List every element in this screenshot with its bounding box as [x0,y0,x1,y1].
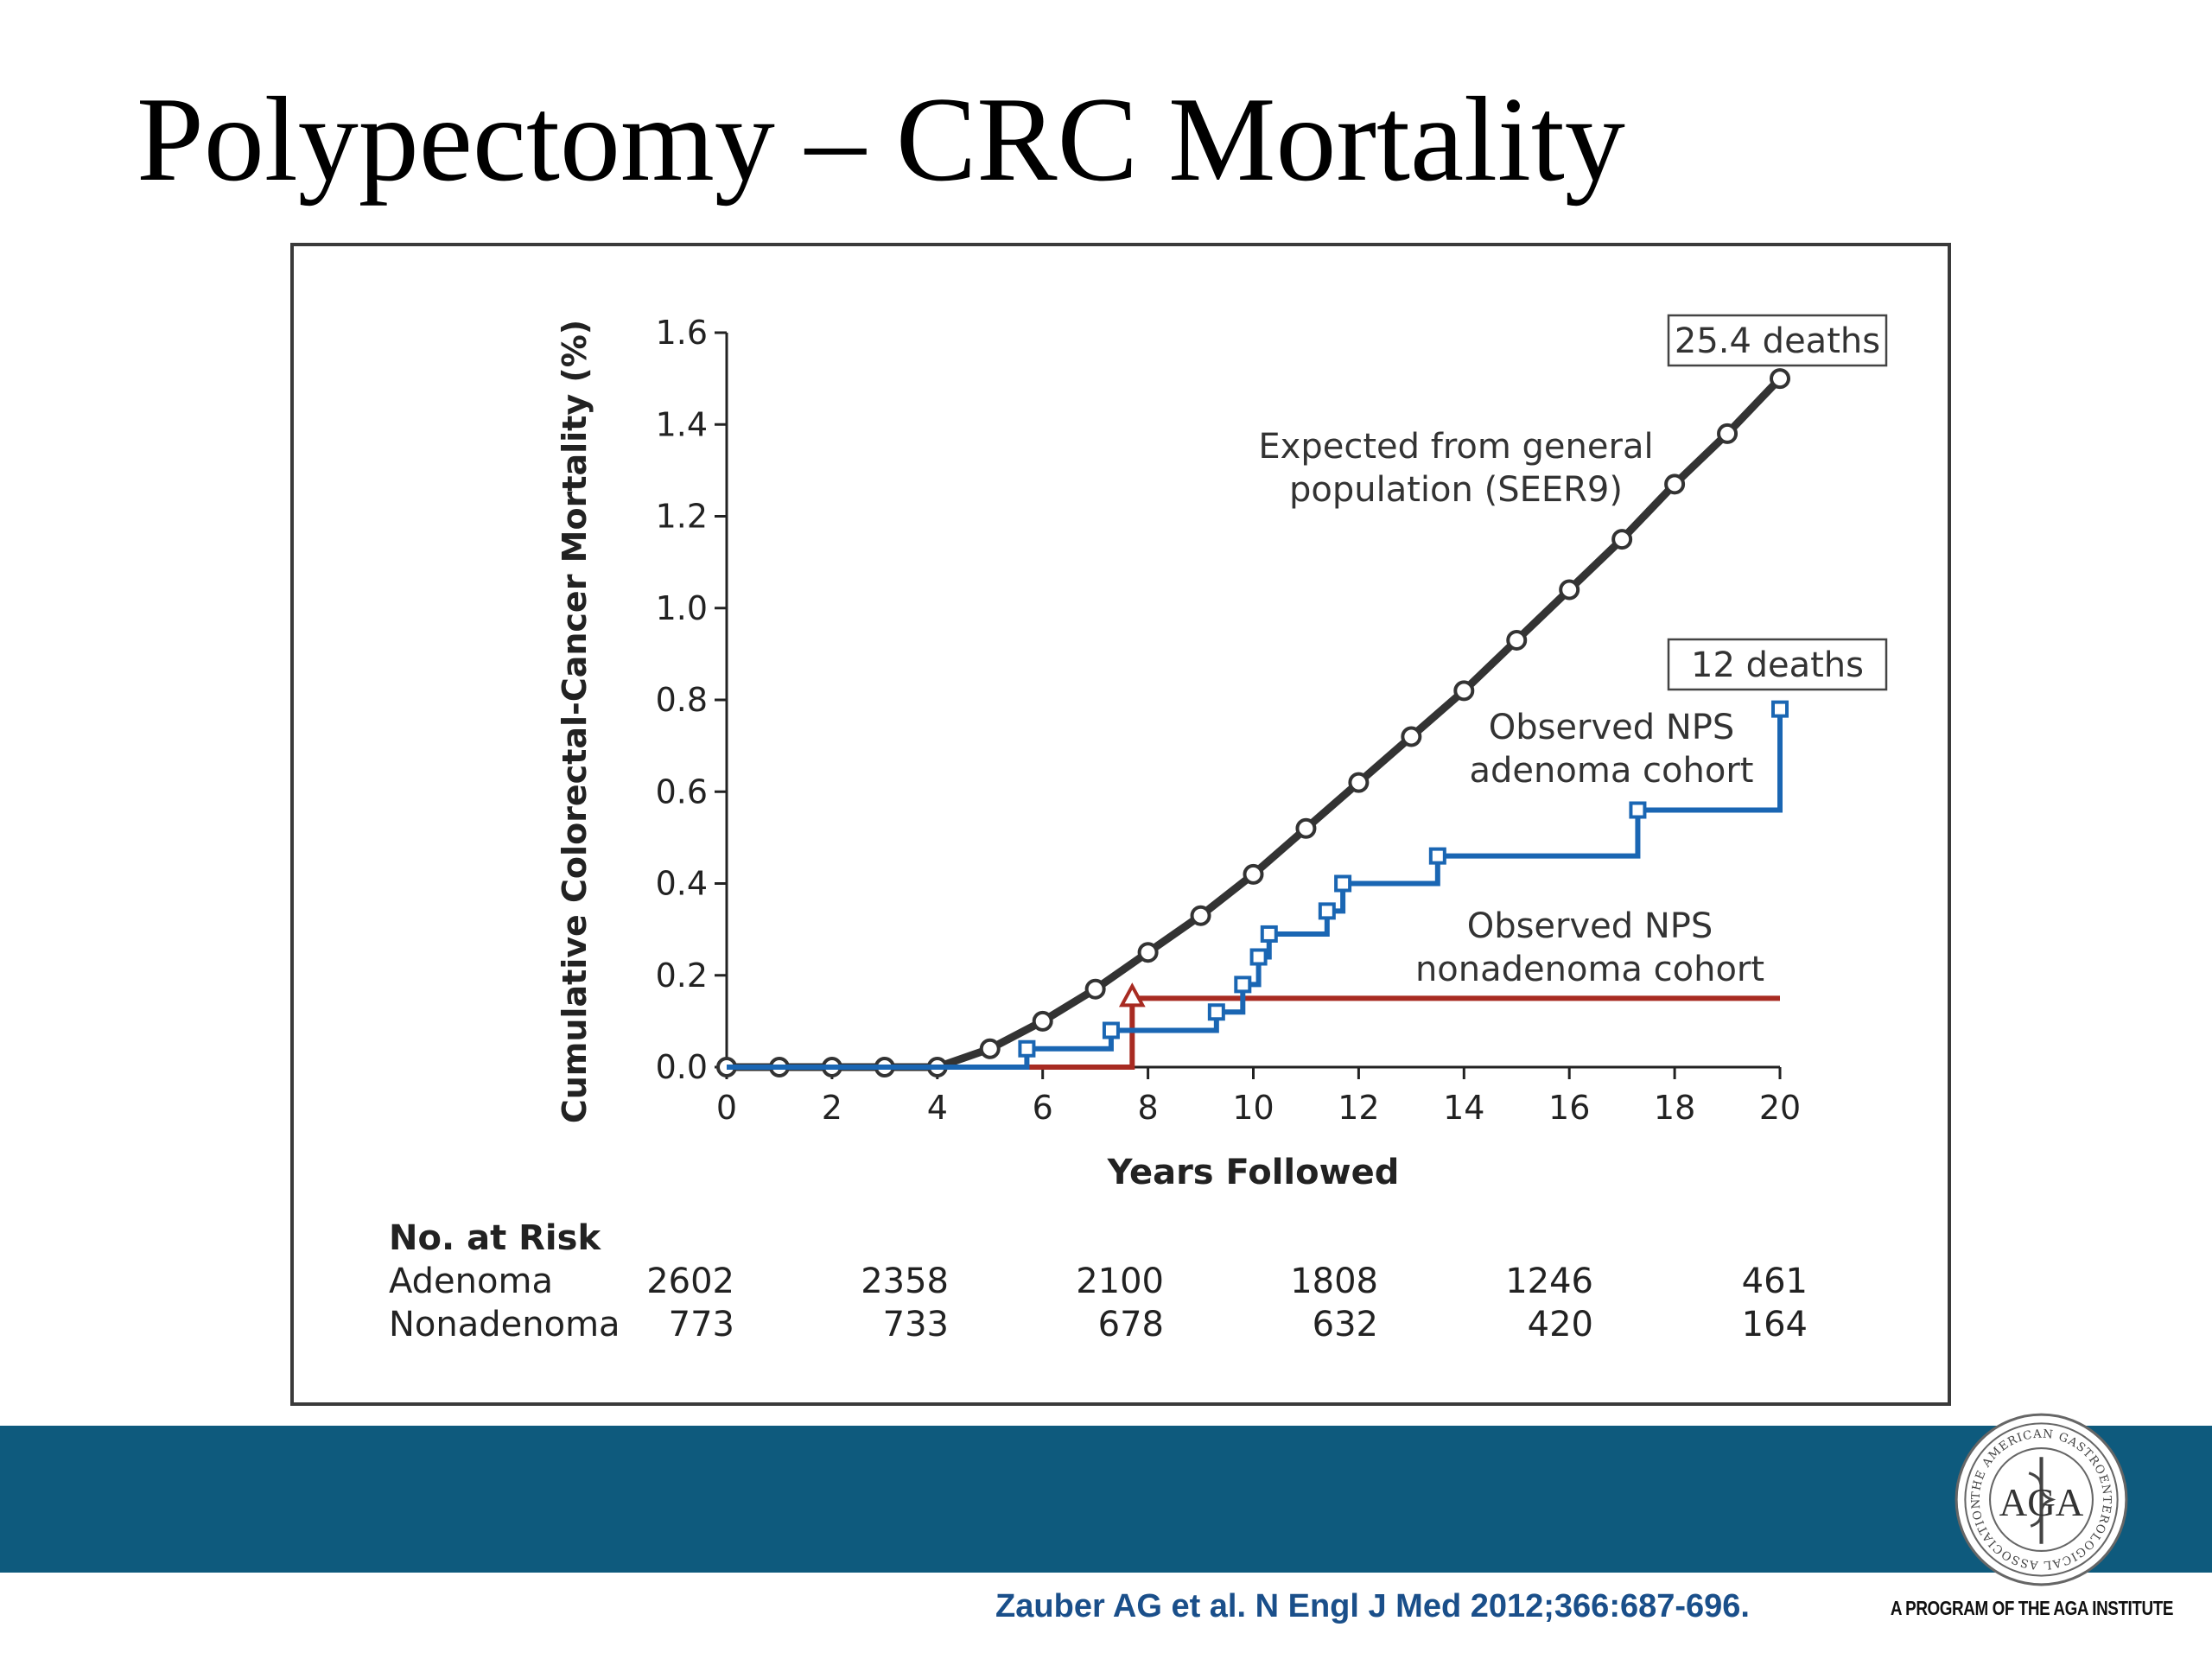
adenoma-series-label: Observed NPS [1489,708,1735,747]
citation: Zauber AG et al. N Engl J Med 2012;366:6… [995,1588,1750,1624]
expected-point [1453,680,1475,702]
y-tick-label: 1.4 [656,405,708,443]
x-tick-label: 16 [1548,1089,1590,1127]
y-tick-label: 0.4 [656,865,708,903]
x-tick-label: 6 [1033,1089,1053,1127]
adenoma-point [1234,976,1252,994]
seal-letters: AGA [1999,1481,2084,1524]
expected-point [1137,942,1159,963]
aga-seal-logo: THE AMERICAN GASTROENTEROLOGICAL ASSOCIA… [1955,1413,2128,1586]
adenoma-point [1102,1021,1120,1039]
adenoma-series-label: adenoma cohort [1470,751,1754,791]
risk-cell: 420 [1527,1305,1593,1344]
expected-point [1611,529,1633,550]
adenoma-point [1249,948,1268,966]
risk-table-heading: No. at Risk [389,1218,601,1258]
footer-band [0,1426,2212,1573]
expected-point [1770,368,1790,390]
slide-title: Polypectomy – CRC Mortality [137,73,1625,207]
risk-cell: 678 [1097,1305,1164,1344]
y-tick-label: 0.8 [656,681,708,719]
mortality-chart: 0.0 0.2 0.4 0.6 0.8 1.0 1.2 1.4 1.6 0 2 4 6 8 10 12 14 16… [556,314,1888,1192]
risk-cell: 632 [1312,1305,1378,1344]
x-tick-label: 12 [1338,1089,1379,1127]
y-tick-label: 0.2 [656,957,708,995]
adenoma-point [1334,874,1352,893]
y-tick-label: 1.6 [656,314,708,352]
figure-frame: 0.0 0.2 0.4 0.6 0.8 1.0 1.2 1.4 1.6 0 2 4 6 8 10 12 14 16… [290,243,1951,1406]
expected-series-label: Expected from general [1258,427,1653,467]
aga-tagline: A PROGRAM OF THE AGA INSTITUTE [1890,1597,2174,1619]
risk-cell: 1246 [1505,1262,1593,1301]
adenoma-deaths-box [1667,638,1888,691]
risk-row-label: Nonadenoma [389,1305,620,1344]
x-axis-title: Years Followed [1107,1153,1400,1192]
risk-cell: 773 [668,1305,734,1344]
x-tick-label: 8 [1138,1089,1159,1127]
expected-point [1401,726,1422,747]
x-tick-label: 2 [822,1089,842,1127]
expected-point [1243,863,1264,885]
expected-point [1664,474,1686,495]
expected-point [1190,905,1211,926]
risk-cell: 2100 [1076,1262,1164,1301]
risk-cell: 2358 [861,1262,949,1301]
adenoma-deaths-label: 12 deaths [1691,645,1864,685]
risk-cell: 164 [1741,1305,1808,1344]
x-tick-label: 20 [1759,1089,1801,1127]
y-tick-label: 1.2 [656,498,708,536]
expected-point [1084,978,1106,1000]
risk-cell: 1808 [1290,1262,1378,1301]
nonadenoma-series-label: nonadenoma cohort [1415,950,1764,989]
expected-point [1032,1010,1053,1032]
x-tick-label: 18 [1654,1089,1695,1127]
expected-series-label: population (SEER9) [1289,470,1623,510]
adenoma-point [1018,1039,1036,1058]
adenoma-point [1771,700,1789,718]
adenoma-point [1207,1003,1225,1021]
risk-cell: 461 [1741,1262,1808,1301]
nonadenoma-point [1118,982,1146,1007]
adenoma-point [1428,847,1446,865]
expected-point [1348,772,1370,793]
adenoma-point [1629,801,1647,819]
x-tick-label: 10 [1232,1089,1274,1127]
expected-point [1506,629,1528,651]
x-tick-label: 0 [716,1089,737,1127]
expected-point [979,1038,1001,1059]
adenoma-point [1260,925,1278,943]
x-tick-label: 14 [1443,1089,1484,1127]
nonadenoma-series-label: Observed NPS [1467,906,1713,946]
x-tick-label: 4 [927,1089,948,1127]
risk-cell: 2602 [646,1262,734,1301]
adenoma-point [1318,902,1336,920]
expected-point [1559,579,1580,601]
y-tick-label: 0.6 [656,772,708,810]
risk-cell: 733 [882,1305,949,1344]
y-tick-label: 1.0 [656,589,708,627]
expected-deaths-label: 25.4 deaths [1675,321,1880,361]
expected-point [1717,423,1738,444]
expected-deaths-box [1667,314,1888,367]
expected-point [1295,817,1317,839]
y-tick-label: 0.0 [656,1048,708,1086]
y-axis-title: Cumulative Colorectal-Cancer Mortality (… [556,320,594,1123]
risk-row-label: Adenoma [389,1262,553,1301]
